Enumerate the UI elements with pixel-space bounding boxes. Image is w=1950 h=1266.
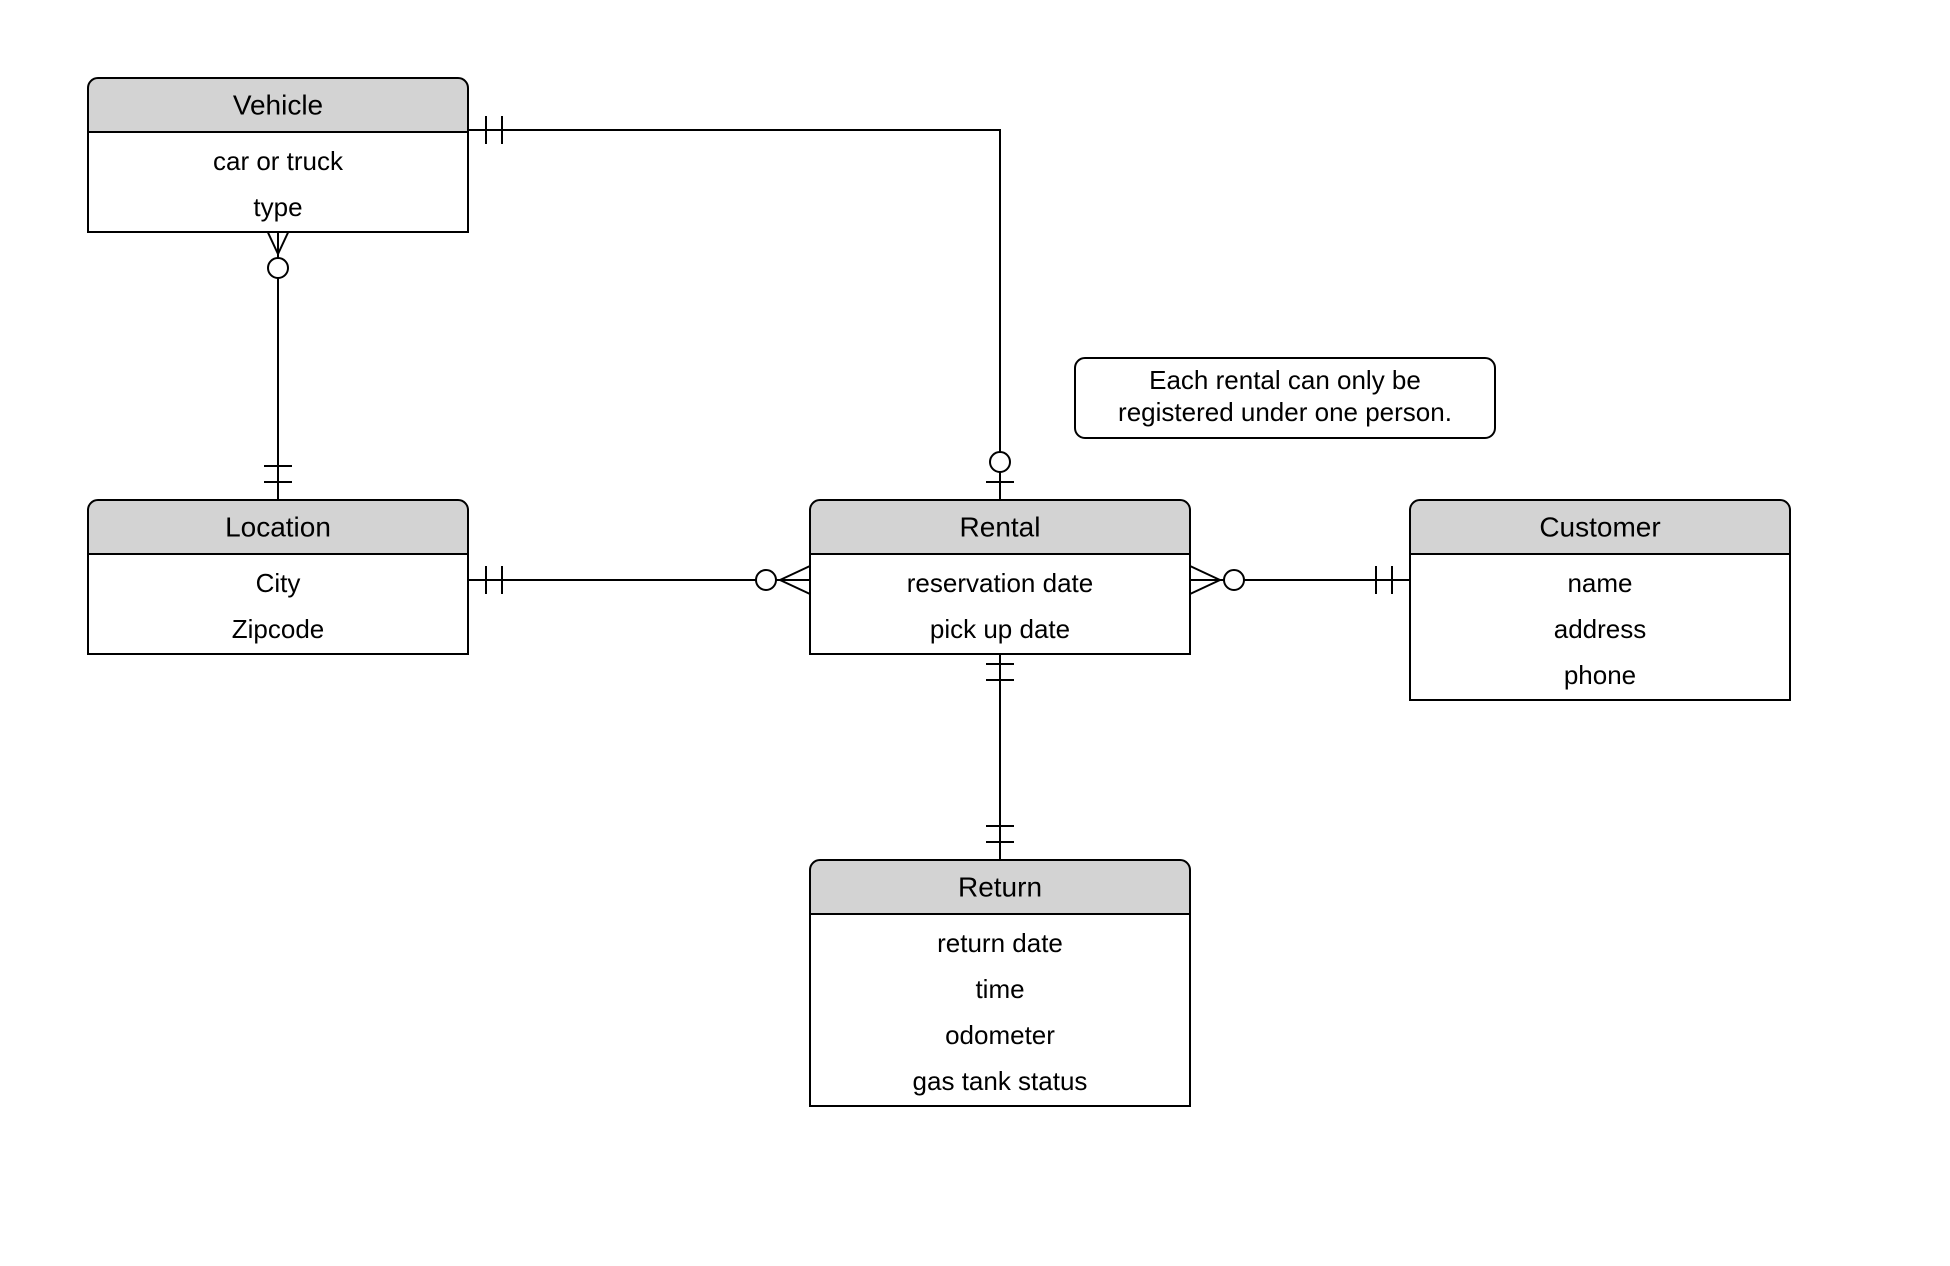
entity-attr: Zipcode xyxy=(232,614,325,644)
entity-return: Return return date time odometer gas tank st… xyxy=(810,860,1190,1106)
entity-attr: time xyxy=(975,974,1024,1004)
entity-attr: gas tank status xyxy=(913,1066,1088,1096)
entity-attr: type xyxy=(253,192,302,222)
entity-title: Customer xyxy=(1539,511,1660,542)
note: Each rental can only beregistered under … xyxy=(1075,358,1495,438)
entity-attr: car or truck xyxy=(213,146,344,176)
edge-vehicle-rental xyxy=(468,116,1014,500)
edge-location-rental xyxy=(468,566,810,594)
entity-title: Location xyxy=(225,511,331,542)
entity-attr: reservation date xyxy=(907,568,1093,598)
edge-rental-customer xyxy=(1190,566,1410,594)
entity-attr: return date xyxy=(937,928,1063,958)
entity-attr: phone xyxy=(1564,660,1636,690)
entity-attr: odometer xyxy=(945,1020,1055,1050)
entity-vehicle: Vehicle car or truck type xyxy=(88,78,468,232)
entity-rental: Rental reservation date pick up date xyxy=(810,500,1190,654)
entity-customer: Customer name address phone xyxy=(1410,500,1790,700)
entity-title: Vehicle xyxy=(233,89,323,120)
entity-attr: pick up date xyxy=(930,614,1070,644)
edge-vehicle-location xyxy=(264,224,292,500)
er-diagram: Vehicle car or truck type Location City Zipco… xyxy=(0,0,1950,1266)
entity-location: Location City Zipcode xyxy=(88,500,468,654)
entity-title: Return xyxy=(958,871,1042,902)
note-line: registered under one person. xyxy=(1118,397,1452,427)
entity-attr: City xyxy=(256,568,301,598)
entity-title: Rental xyxy=(960,511,1041,542)
note-line: Each rental can only be xyxy=(1149,365,1421,395)
entity-attr: address xyxy=(1554,614,1647,644)
edge-rental-return xyxy=(986,646,1014,860)
entity-attr: name xyxy=(1567,568,1632,598)
